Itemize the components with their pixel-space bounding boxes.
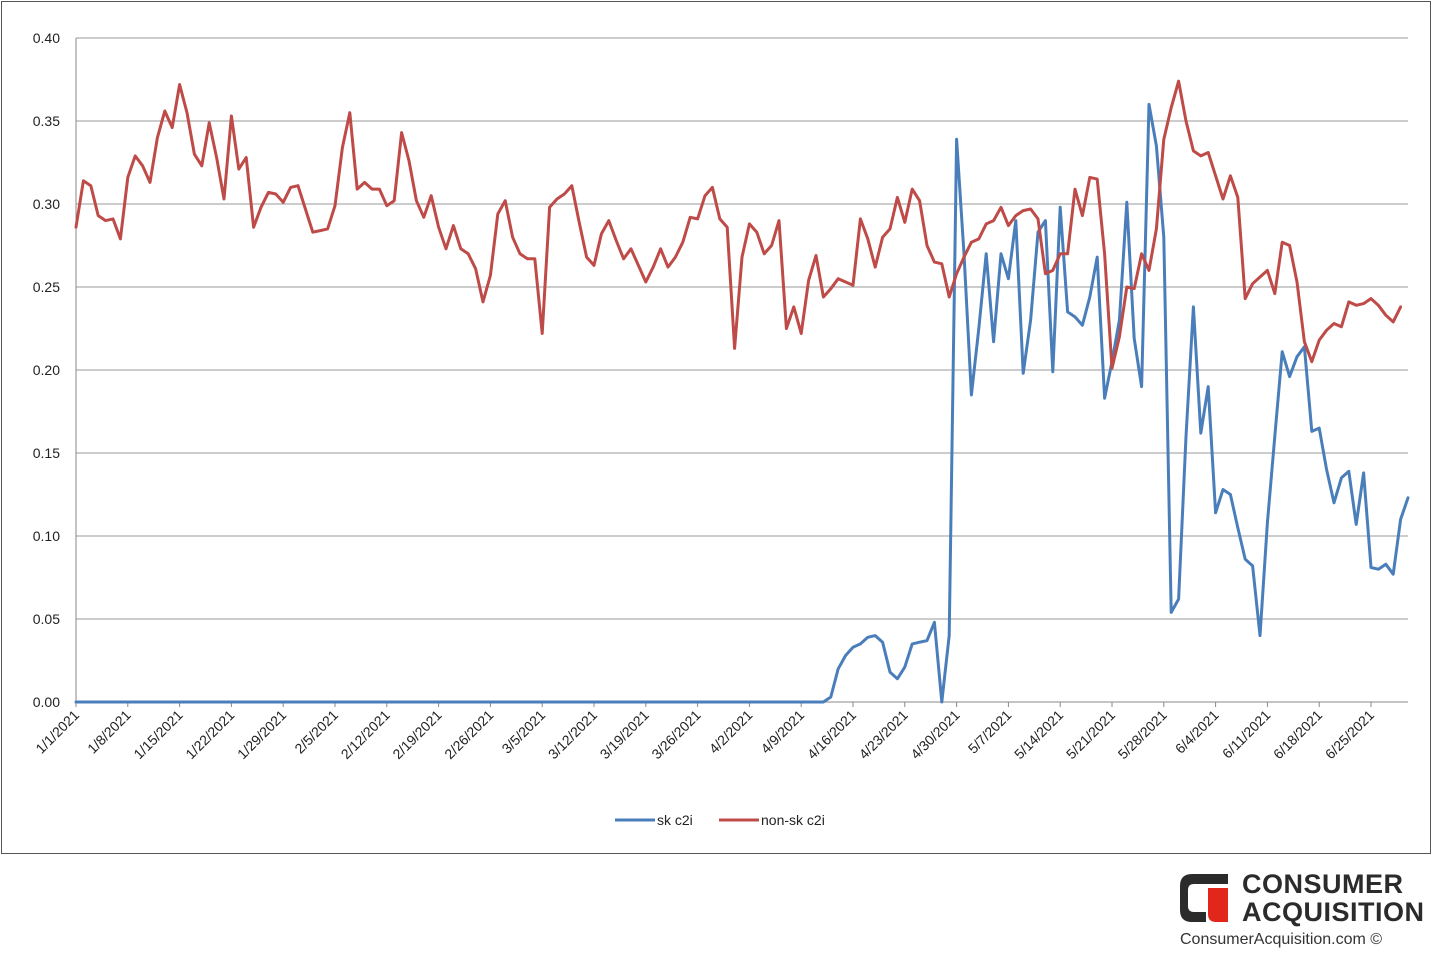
y-axis-ticks: 0.00 0.05 0.10 0.15 0.20 0.25 0.30 0.35 0.40 — [33, 30, 60, 710]
x-tick-label: 5/28/2021 — [1115, 707, 1171, 763]
x-tick-label: 6/25/2021 — [1322, 707, 1378, 763]
x-tick-label: 3/19/2021 — [597, 707, 653, 763]
y-tick-label: 0.15 — [33, 445, 60, 461]
x-tick-label: 1/8/2021 — [84, 707, 134, 757]
y-tick-label: 0.05 — [33, 611, 60, 627]
series-lines — [74, 79, 1410, 704]
x-tick-label: 3/12/2021 — [545, 707, 601, 763]
series-line-sk-c2i — [74, 102, 1410, 704]
gridlines — [75, 37, 1408, 703]
y-tick-label: 0.40 — [33, 30, 60, 46]
line-chart: 0.00 0.05 0.10 0.15 0.20 0.25 0.30 0.35 0.40 1/1… — [32, 30, 1410, 828]
y-tick-label: 0.00 — [33, 694, 60, 710]
series-line-non-sk-c2i — [74, 79, 1403, 370]
brand-line-1: CONSUMER — [1242, 869, 1404, 899]
x-tick-label: 4/23/2021 — [856, 707, 912, 763]
x-tick-label: 1/1/2021 — [32, 707, 82, 757]
legend: sk c2i non-sk c2i — [615, 812, 825, 828]
x-tick-label: 2/26/2021 — [441, 707, 497, 763]
x-tick-label: 6/11/2021 — [1219, 707, 1274, 762]
consumer-acquisition-logo — [1180, 874, 1228, 922]
x-tick-label: 1/15/2021 — [130, 707, 186, 763]
legend-label: non-sk c2i — [761, 812, 825, 828]
y-tick-label: 0.20 — [33, 362, 60, 378]
x-axis-ticks: 1/1/2021 1/8/20211/15/20211/22/20211/29/2… — [32, 702, 1377, 762]
y-tick-label: 0.30 — [33, 196, 60, 212]
x-tick-label: 2/19/2021 — [389, 707, 445, 763]
x-tick-label: 4/9/2021 — [757, 707, 807, 757]
y-tick-label: 0.25 — [33, 279, 60, 295]
x-tick-label: 5/21/2021 — [1063, 707, 1119, 763]
x-tick-label: 2/5/2021 — [291, 707, 341, 757]
x-tick-label: 4/30/2021 — [907, 707, 963, 763]
legend-label: sk c2i — [657, 812, 693, 828]
x-tick-label: 4/16/2021 — [804, 707, 860, 763]
x-tick-label: 3/26/2021 — [648, 707, 704, 763]
x-tick-label: 6/18/2021 — [1270, 707, 1326, 763]
x-tick-label: 5/14/2021 — [1011, 707, 1067, 763]
x-tick-label: 4/2/2021 — [706, 707, 756, 757]
brand-name: CONSUMER ACQUISITION — [1242, 870, 1425, 926]
x-tick-label: 1/29/2021 — [234, 707, 290, 763]
x-tick-label: 1/22/2021 — [182, 707, 238, 763]
x-tick-label: 5/7/2021 — [965, 707, 1015, 757]
brand-block: CONSUMER ACQUISITION ConsumerAcquisition… — [1176, 870, 1434, 953]
x-tick-label: 6/4/2021 — [1172, 707, 1222, 757]
x-tick-label: 3/5/2021 — [498, 707, 548, 757]
y-tick-label: 0.35 — [33, 113, 60, 129]
y-tick-label: 0.10 — [33, 528, 60, 544]
x-tick-label: 2/12/2021 — [338, 707, 394, 763]
brand-url: ConsumerAcquisition.com © — [1180, 931, 1383, 948]
brand-line-2: ACQUISITION — [1242, 897, 1425, 927]
